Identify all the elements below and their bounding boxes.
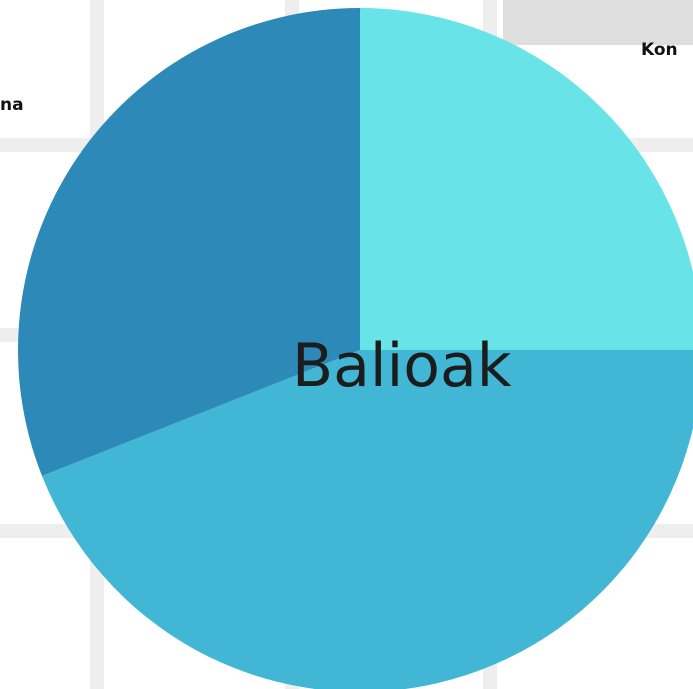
pie-slice-3 [18, 8, 361, 476]
center-label: Balioak [292, 331, 512, 401]
top-card [503, 0, 693, 45]
slice-label-left: na [0, 95, 24, 115]
pie-slice-2 [42, 350, 693, 689]
slice-label-right: Kon [641, 40, 678, 60]
pie-slice-1 [360, 8, 693, 350]
